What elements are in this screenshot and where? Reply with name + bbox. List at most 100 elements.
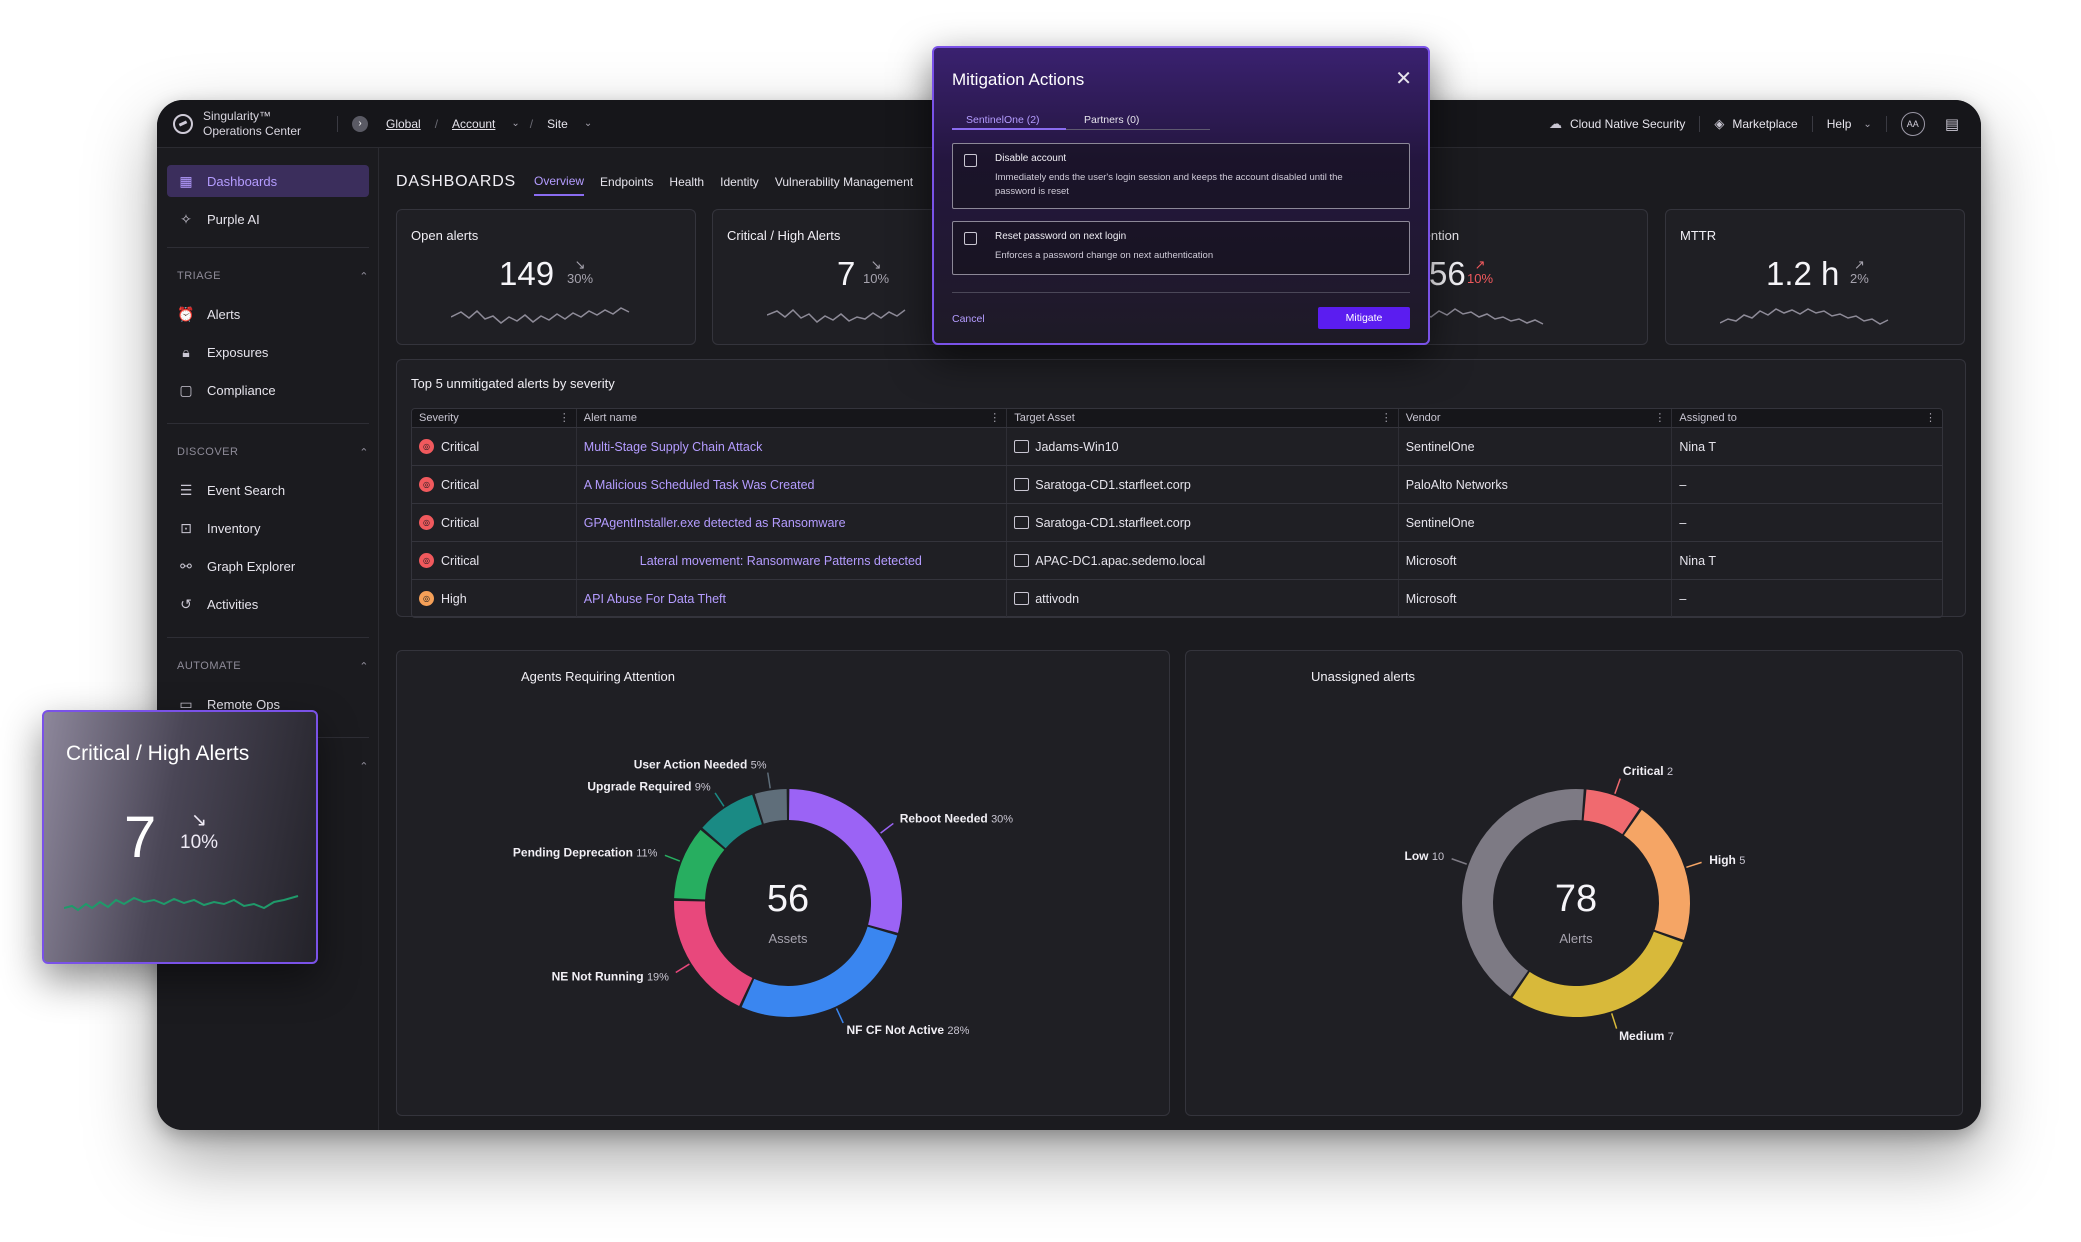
reset-password-checkbox[interactable] — [964, 232, 977, 245]
sidebar-item-remote-ops[interactable]: ▭ Remote Ops — [167, 688, 369, 720]
assigned-cell: – — [1672, 580, 1942, 617]
option-title: Disable account — [995, 153, 1067, 164]
donut-slice-upgrade-required[interactable] — [702, 794, 762, 849]
column-header-vendor[interactable]: Vendor ⋮ — [1399, 409, 1673, 427]
kpi-title: Critical / High Alerts — [727, 228, 841, 243]
section-collapsed[interactable]: ⌃ — [177, 760, 369, 773]
table-row[interactable]: ◎ High API Abuse For Data Theft attivodn Mic… — [412, 579, 1942, 617]
section-discover[interactable]: DISCOVER ⌃ — [177, 446, 369, 459]
sidebar-item-label: Alerts — [207, 306, 241, 322]
cloud-native-security-label: Cloud Native Security — [1569, 117, 1686, 131]
section-triage[interactable]: TRIAGE ⌃ — [177, 270, 369, 283]
tab-vulnerability-management[interactable]: Vulnerability Management — [774, 175, 914, 189]
table-row[interactable]: ◎ Critical Lateral movement: Ransomware Pa… — [412, 541, 1942, 579]
kpi-card-mttr[interactable]: MTTR 1.2 h ↗ 2% — [1665, 209, 1965, 345]
sidebar-item-graph-explorer[interactable]: ⚯ Graph Explorer — [167, 550, 369, 582]
breadcrumb-site[interactable]: Site — [547, 116, 568, 131]
alert-link[interactable]: Multi-Stage Supply Chain Attack — [583, 439, 763, 454]
graph-icon: ⚯ — [180, 557, 192, 574]
kpi-value: 56 — [1429, 255, 1466, 292]
donut-slice-nf-cf-not-active[interactable] — [741, 926, 898, 1017]
sidebar-item-inventory[interactable]: ⊡ Inventory — [167, 512, 369, 544]
table-row[interactable]: ◎ Critical A Malicious Scheduled Task Was … — [412, 465, 1942, 503]
column-menu-icon[interactable]: ⋮ — [1654, 412, 1666, 424]
severity-cell: ◎ High — [412, 580, 577, 617]
section-automate[interactable]: AUTOMATE ⌃ — [177, 660, 369, 673]
tab-health[interactable]: Health — [669, 175, 705, 189]
donut-slice-high[interactable] — [1623, 809, 1690, 940]
sidebar-item-label: Purple AI — [207, 211, 260, 227]
sidebar-item-purple-ai[interactable]: ✧ Purple AI — [167, 203, 369, 235]
column-header-target-asset[interactable]: Target Asset ⋮ — [1007, 409, 1399, 427]
close-icon[interactable]: ✕ — [1395, 68, 1412, 90]
purple-ai-icon: ✧ — [180, 210, 192, 227]
alert-link[interactable]: A Malicious Scheduled Task Was Created — [583, 477, 815, 492]
sidebar-item-label: Activities — [207, 596, 259, 612]
column-header-assigned-to[interactable]: Assigned to ⋮ — [1679, 412, 1936, 424]
alert-link[interactable]: API Abuse For Data Theft — [583, 591, 727, 606]
column-menu-icon[interactable]: ⋮ — [1925, 412, 1936, 424]
cloud-native-security-link[interactable]: ☁ Cloud Native Security — [1549, 116, 1685, 132]
event-search-icon: ☰ — [179, 481, 193, 498]
assigned-label: – — [1679, 515, 1687, 530]
breadcrumb-global[interactable]: Global — [386, 116, 421, 131]
alert-link[interactable]: Lateral movement: Ransomware Patterns de… — [639, 553, 922, 568]
disable-account-checkbox[interactable] — [964, 154, 977, 167]
donut-label: Reboot Needed 30% — [900, 812, 1014, 826]
divider — [167, 423, 369, 424]
table-row[interactable]: ◎ Critical Multi-Stage Supply Chain Attack… — [412, 427, 1942, 465]
donut-slice-reboot-needed[interactable] — [788, 789, 902, 933]
sidebar-item-compliance[interactable]: ▢ Compliance — [167, 374, 369, 406]
column-menu-icon[interactable]: ⋮ — [558, 412, 570, 424]
column-header-severity[interactable]: Severity ⋮ — [412, 409, 577, 427]
chevron-down-icon[interactable]: ⌄ — [583, 118, 593, 129]
sidebar-item-exposures[interactable]: 🔒︎ Exposures — [167, 336, 369, 368]
table-body: ◎ Critical Multi-Stage Supply Chain Attack… — [412, 427, 1942, 617]
marketplace-link[interactable]: ◈ Marketplace — [1714, 116, 1797, 132]
option-disable-account[interactable]: Disable account Immediately ends the use… — [952, 143, 1410, 209]
help-menu[interactable]: Help ⌄ — [1827, 117, 1872, 131]
donut-slice-ne-not-running[interactable] — [674, 900, 753, 1006]
tab-partners[interactable]: Partners (0) — [1084, 114, 1140, 126]
lock-icon: 🔒︎ — [182, 343, 190, 360]
donut-slice-pending-deprecation[interactable] — [674, 829, 725, 900]
top-right-actions: ☁ Cloud Native Security ◈ Marketplace He… — [1549, 100, 1981, 148]
mitigate-button[interactable]: Mitigate — [1318, 307, 1410, 329]
section-title: TRIAGE — [177, 270, 221, 282]
leader-line — [767, 772, 771, 789]
kpi-card-open-alerts[interactable]: Open alerts 149 ↘ 30% — [396, 209, 696, 345]
column-menu-icon[interactable]: ⋮ — [989, 412, 1001, 424]
donut-slice-low[interactable] — [1462, 789, 1584, 997]
unassigned-alerts-card: Unassigned alerts Critical 2 High 5 Medium… — [1185, 650, 1963, 1116]
tab-identity[interactable]: Identity — [720, 175, 759, 189]
floating-critical-high-card[interactable]: Critical / High Alerts 7 ↘ 10% — [42, 710, 318, 964]
singularity-logo-icon — [173, 113, 193, 134]
tab-sentinelone[interactable]: SentinelOne (2) — [966, 114, 1040, 126]
brand[interactable]: Singularity™ Operations Center — [173, 109, 323, 139]
sidebar-item-activities[interactable]: ↺ Activities — [167, 588, 369, 620]
alert-name-cell: Lateral movement: Ransomware Patterns de… — [577, 542, 1008, 579]
leader-line — [880, 822, 894, 834]
chart-title: Agents Requiring Attention — [521, 669, 675, 684]
scope-toggle-icon[interactable]: › — [352, 115, 368, 132]
cancel-button[interactable]: Cancel — [952, 313, 985, 325]
donut-slice-medium[interactable] — [1512, 931, 1683, 1018]
tab-overview[interactable]: Overview — [534, 168, 585, 196]
sidebar-item-event-search[interactable]: ☰ Event Search — [167, 474, 369, 506]
chevron-down-icon[interactable]: ⌄ — [511, 118, 520, 129]
printer-icon[interactable]: ▤ — [1944, 116, 1959, 133]
donut-slice-critical[interactable] — [1583, 789, 1640, 835]
donut-slice-user-action-needed[interactable] — [754, 789, 788, 824]
table-row[interactable]: ◎ Critical GPAgentInstaller.exe detected a… — [412, 503, 1942, 541]
breadcrumb-account[interactable]: Account — [452, 116, 496, 131]
alert-link[interactable]: GPAgentInstaller.exe detected as Ransomw… — [583, 515, 846, 530]
column-menu-icon[interactable]: ⋮ — [1380, 412, 1392, 424]
sidebar-item-dashboards[interactable]: ▦ Dashboards — [167, 165, 369, 197]
column-header-alert-name[interactable]: Alert name ⋮ — [577, 409, 1008, 427]
sidebar-item-alerts[interactable]: ⏰ Alerts — [167, 298, 369, 330]
sidebar-item-label: Compliance — [207, 382, 276, 398]
option-reset-password[interactable]: Reset password on next login Enforces a … — [952, 221, 1410, 275]
avatar[interactable]: AA — [1900, 112, 1925, 136]
alert-name-cell: Multi-Stage Supply Chain Attack — [577, 428, 1008, 465]
tab-endpoints[interactable]: Endpoints — [600, 175, 654, 189]
